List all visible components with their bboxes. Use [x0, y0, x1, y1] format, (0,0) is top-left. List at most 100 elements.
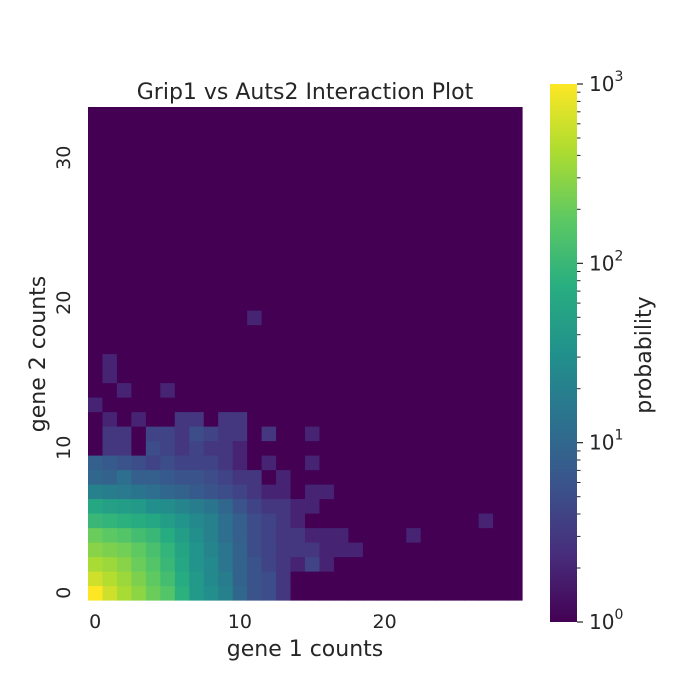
heatmap-cell [493, 556, 509, 572]
heatmap-cell [319, 179, 335, 195]
heatmap-cell [348, 353, 364, 369]
heatmap-cell [116, 252, 132, 268]
heatmap-cell [435, 121, 451, 137]
heatmap-cell [406, 484, 422, 500]
heatmap-cell [319, 498, 335, 514]
heatmap-cell [276, 469, 292, 485]
heatmap-cell [160, 324, 176, 340]
heatmap-cell [507, 179, 523, 195]
heatmap-cell [507, 252, 523, 268]
heatmap-cell [319, 295, 335, 311]
heatmap-cell [116, 136, 132, 152]
heatmap-cell [420, 527, 436, 543]
y-tick-label: 10 [53, 436, 75, 460]
heatmap-cell [232, 237, 248, 253]
heatmap-cell [88, 455, 104, 471]
heatmap-cell [145, 397, 161, 413]
heatmap-cell [406, 136, 422, 152]
heatmap-cell [362, 107, 378, 123]
heatmap-cell [116, 455, 132, 471]
heatmap-cell [493, 223, 509, 239]
heatmap-cell [261, 571, 277, 587]
heatmap-cell [218, 295, 234, 311]
heatmap-cell [478, 411, 494, 427]
heatmap-cell [377, 165, 393, 181]
heatmap-cell [362, 411, 378, 427]
heatmap-cell [507, 484, 523, 500]
heatmap-cell [377, 556, 393, 572]
heatmap-cell [348, 440, 364, 456]
heatmap-cell [420, 440, 436, 456]
heatmap-cell [174, 542, 190, 558]
heatmap-cell [261, 179, 277, 195]
heatmap-cell [102, 266, 118, 282]
heatmap-cell [88, 281, 104, 297]
heatmap-cell [377, 136, 393, 152]
heatmap-cell [319, 368, 335, 384]
heatmap-cell [493, 353, 509, 369]
heatmap-cell [261, 266, 277, 282]
heatmap-cell [261, 281, 277, 297]
heatmap-cell [232, 585, 248, 601]
heatmap-cell [218, 310, 234, 326]
heatmap-cell [406, 440, 422, 456]
heatmap-cell [145, 527, 161, 543]
heatmap-cell [319, 223, 335, 239]
heatmap-cell [377, 310, 393, 326]
heatmap-cell [131, 150, 147, 166]
heatmap-cell [362, 165, 378, 181]
heatmap-cell [116, 324, 132, 340]
heatmap-cell [102, 121, 118, 137]
heatmap-cell [319, 121, 335, 137]
heatmap-cell [261, 310, 277, 326]
heatmap-cell [348, 252, 364, 268]
heatmap-cell [116, 310, 132, 326]
heatmap-cell [435, 107, 451, 123]
heatmap-cell [290, 339, 306, 355]
heatmap-cell [290, 513, 306, 529]
heatmap-cell [203, 455, 219, 471]
heatmap-cell [174, 208, 190, 224]
heatmap-cell [464, 440, 480, 456]
heatmap-cell [305, 136, 321, 152]
heatmap-cell [406, 353, 422, 369]
heatmap-cell [261, 237, 277, 253]
heatmap-cell [362, 281, 378, 297]
heatmap-cell [290, 194, 306, 210]
heatmap-cell [348, 194, 364, 210]
heatmap-cell [160, 585, 176, 601]
heatmap-cell [493, 339, 509, 355]
heatmap-cell [145, 426, 161, 442]
heatmap-cell [116, 469, 132, 485]
heatmap-cell [88, 107, 104, 123]
heatmap-cell [391, 150, 407, 166]
heatmap-cell [276, 411, 292, 427]
heatmap-cell [131, 339, 147, 355]
heatmap-cell [261, 208, 277, 224]
heatmap-cell [333, 266, 349, 282]
heatmap-cell [435, 136, 451, 152]
heatmap-cell [449, 527, 465, 543]
heatmap-cell [174, 223, 190, 239]
heatmap-cell [174, 411, 190, 427]
heatmap-cell [88, 527, 104, 543]
heatmap-cell [333, 165, 349, 181]
heatmap-cell [464, 237, 480, 253]
heatmap-cell [348, 585, 364, 601]
heatmap-cell [145, 455, 161, 471]
heatmap-cell [319, 397, 335, 413]
heatmap-cell [218, 368, 234, 384]
heatmap-cell [464, 455, 480, 471]
heatmap-cell [420, 223, 436, 239]
heatmap-cell [420, 165, 436, 181]
heatmap-cell [189, 266, 205, 282]
heatmap-cell [276, 556, 292, 572]
heatmap-cell [507, 542, 523, 558]
heatmap-cell [174, 179, 190, 195]
heatmap-cell [145, 310, 161, 326]
heatmap-cell [247, 353, 263, 369]
heatmap-cell [391, 397, 407, 413]
heatmap-cell [203, 368, 219, 384]
heatmap-cell [305, 542, 321, 558]
heatmap-cell [449, 194, 465, 210]
